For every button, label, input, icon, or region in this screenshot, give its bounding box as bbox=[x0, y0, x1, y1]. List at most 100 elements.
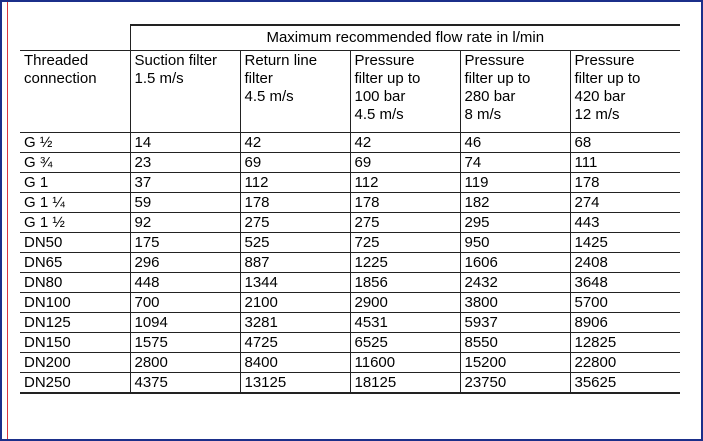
flow-rate-cell: 92 bbox=[129, 212, 240, 233]
connection-cell: G ½ bbox=[20, 132, 130, 153]
flow-rate-cell: 178 bbox=[349, 192, 460, 213]
connection-cell: DN100 bbox=[20, 292, 130, 313]
column-header: Threaded connection bbox=[20, 50, 130, 133]
flow-rate-cell: 5937 bbox=[459, 312, 570, 333]
flow-rate-cell: 1856 bbox=[349, 272, 460, 293]
flow-rate-cell: 887 bbox=[239, 252, 350, 273]
flow-rate-cell: 1094 bbox=[129, 312, 240, 333]
connection-cell: G 1 bbox=[20, 172, 130, 193]
flow-rate-cell: 2408 bbox=[569, 252, 680, 273]
connection-cell: G 1 ½ bbox=[20, 212, 130, 233]
flow-rate-cell: 1606 bbox=[459, 252, 570, 273]
group-header: Maximum recommended flow rate in l/min bbox=[129, 24, 680, 51]
column-header: Pressure filter up to 280 bar 8 m/s bbox=[459, 50, 570, 133]
table-body: G ½ 14 42 42 46 68 G ¾ 23 69 69 74 111 G 1 37 112 112 11… bbox=[20, 132, 680, 394]
flow-rate-cell: 68 bbox=[569, 132, 680, 153]
flow-rate-cell: 275 bbox=[349, 212, 460, 233]
connection-cell: DN125 bbox=[20, 312, 130, 333]
flow-rate-cell: 119 bbox=[459, 172, 570, 193]
flow-rate-cell: 15200 bbox=[459, 352, 570, 373]
flow-rate-cell: 112 bbox=[349, 172, 460, 193]
table-row: DN125 1094 3281 4531 5937 8906 bbox=[20, 312, 680, 333]
table-row: G 1 37 112 112 119 178 bbox=[20, 172, 680, 193]
table-row: DN80 448 1344 1856 2432 3648 bbox=[20, 272, 680, 293]
flow-rate-cell: 274 bbox=[569, 192, 680, 213]
column-header: Pressure filter up to 100 bar 4.5 m/s bbox=[349, 50, 460, 133]
flow-rate-cell: 178 bbox=[239, 192, 350, 213]
flow-rate-cell: 37 bbox=[129, 172, 240, 193]
flow-rate-cell: 13125 bbox=[239, 372, 350, 394]
flow-rate-cell: 525 bbox=[239, 232, 350, 253]
column-header: Suction filter 1.5 m/s bbox=[129, 50, 240, 133]
flow-rate-cell: 175 bbox=[129, 232, 240, 253]
table-row: G 1 ½ 92 275 275 295 443 bbox=[20, 212, 680, 233]
table-row: DN250 4375 13125 18125 23750 35625 bbox=[20, 372, 680, 394]
flow-rate-cell: 443 bbox=[569, 212, 680, 233]
table-row: DN100 700 2100 2900 3800 5700 bbox=[20, 292, 680, 313]
flow-rate-cell: 178 bbox=[569, 172, 680, 193]
flow-rate-cell: 296 bbox=[129, 252, 240, 273]
connection-cell: DN65 bbox=[20, 252, 130, 273]
flow-rate-cell: 4531 bbox=[349, 312, 460, 333]
connection-cell: DN200 bbox=[20, 352, 130, 373]
flow-rate-cell: 69 bbox=[349, 152, 460, 173]
flow-rate-cell: 5700 bbox=[569, 292, 680, 313]
flow-rate-cell: 74 bbox=[459, 152, 570, 173]
connection-cell: G ¾ bbox=[20, 152, 130, 173]
flow-rate-cell: 46 bbox=[459, 132, 570, 153]
flow-rate-cell: 700 bbox=[129, 292, 240, 313]
flow-rate-cell: 1575 bbox=[129, 332, 240, 353]
table-row: DN65 296 887 1225 1606 2408 bbox=[20, 252, 680, 273]
flow-rate-cell: 23 bbox=[129, 152, 240, 173]
group-header-row: Maximum recommended flow rate in l/min bbox=[20, 24, 680, 51]
flow-rate-cell: 18125 bbox=[349, 372, 460, 394]
flow-rate-cell: 8906 bbox=[569, 312, 680, 333]
connection-cell: DN80 bbox=[20, 272, 130, 293]
flow-rate-cell: 112 bbox=[239, 172, 350, 193]
flow-rate-cell: 111 bbox=[569, 152, 680, 173]
flow-rate-cell: 42 bbox=[349, 132, 460, 153]
table-row: DN200 2800 8400 11600 15200 22800 bbox=[20, 352, 680, 373]
flow-rate-cell: 2900 bbox=[349, 292, 460, 313]
column-header: Return line filter 4.5 m/s bbox=[239, 50, 350, 133]
flow-rate-cell: 42 bbox=[239, 132, 350, 153]
flow-rate-table: Maximum recommended flow rate in l/min T… bbox=[20, 24, 680, 394]
table-row: G ½ 14 42 42 46 68 bbox=[20, 132, 680, 153]
connection-cell: DN150 bbox=[20, 332, 130, 353]
flow-rate-cell: 59 bbox=[129, 192, 240, 213]
table-row: G 1 ¼ 59 178 178 182 274 bbox=[20, 192, 680, 213]
flow-rate-cell: 295 bbox=[459, 212, 570, 233]
connection-cell: DN50 bbox=[20, 232, 130, 253]
connection-cell: DN250 bbox=[20, 372, 130, 394]
flow-rate-cell: 1425 bbox=[569, 232, 680, 253]
table-row: G ¾ 23 69 69 74 111 bbox=[20, 152, 680, 173]
flow-rate-cell: 3281 bbox=[239, 312, 350, 333]
flow-rate-cell: 950 bbox=[459, 232, 570, 253]
flow-rate-cell: 4725 bbox=[239, 332, 350, 353]
flow-rate-cell: 1344 bbox=[239, 272, 350, 293]
flow-rate-cell: 2100 bbox=[239, 292, 350, 313]
flow-rate-cell: 12825 bbox=[569, 332, 680, 353]
flow-rate-cell: 35625 bbox=[569, 372, 680, 394]
flow-rate-cell: 3648 bbox=[569, 272, 680, 293]
flow-rate-cell: 23750 bbox=[459, 372, 570, 394]
flow-rate-cell: 2800 bbox=[129, 352, 240, 373]
column-header: Pressure filter up to 420 bar 12 m/s bbox=[569, 50, 680, 133]
blank-header-cell bbox=[20, 25, 130, 51]
flow-rate-cell: 69 bbox=[239, 152, 350, 173]
flow-rate-cell: 182 bbox=[459, 192, 570, 213]
flow-rate-cell: 4375 bbox=[129, 372, 240, 394]
flow-rate-cell: 6525 bbox=[349, 332, 460, 353]
connection-cell: G 1 ¼ bbox=[20, 192, 130, 213]
flow-rate-cell: 1225 bbox=[349, 252, 460, 273]
flow-rate-cell: 2432 bbox=[459, 272, 570, 293]
column-header-row: Threaded connection Suction filter 1.5 m/… bbox=[20, 50, 680, 133]
flow-rate-cell: 275 bbox=[239, 212, 350, 233]
flow-rate-cell: 725 bbox=[349, 232, 460, 253]
flow-rate-cell: 448 bbox=[129, 272, 240, 293]
table-row: DN50 175 525 725 950 1425 bbox=[20, 232, 680, 253]
flow-rate-cell: 8400 bbox=[239, 352, 350, 373]
flow-rate-cell: 22800 bbox=[569, 352, 680, 373]
table-row: DN150 1575 4725 6525 8550 12825 bbox=[20, 332, 680, 353]
flow-rate-cell: 3800 bbox=[459, 292, 570, 313]
